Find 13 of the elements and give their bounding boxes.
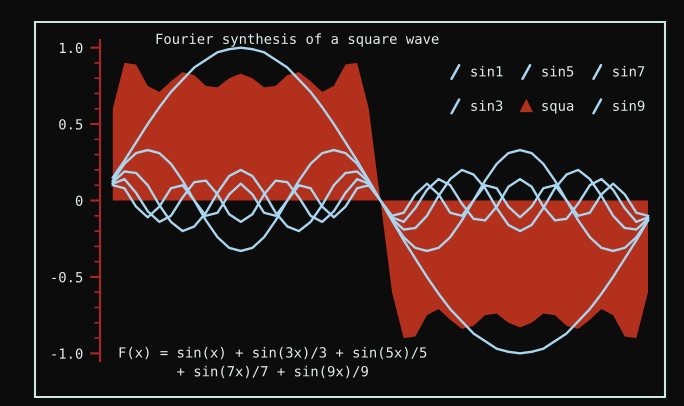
legend-label: sin5 — [542, 66, 574, 77]
chart-title: Fourier synthesis of a square wave — [156, 33, 438, 47]
legend-label: squa — [542, 102, 574, 114]
legend-label: sin1 — [471, 66, 502, 77]
legend-label: sin9 — [613, 100, 644, 111]
legend-label: sin7 — [613, 66, 644, 77]
y-tick-label: 0 — [76, 196, 82, 206]
y-tick-label: -0.5 — [52, 272, 82, 282]
y-tick-label: 0.5 — [59, 119, 82, 130]
y-tick-label: 1.0 — [60, 42, 82, 54]
y-tick-label: -1.0 — [52, 348, 82, 359]
annotation: F(x) = sin(x) + sin(3x)/3 + sin(5x)/5 + sin(7x)/7 + sin(9x)/9 — [120, 346, 426, 378]
legend-label: sin3 — [471, 100, 502, 111]
